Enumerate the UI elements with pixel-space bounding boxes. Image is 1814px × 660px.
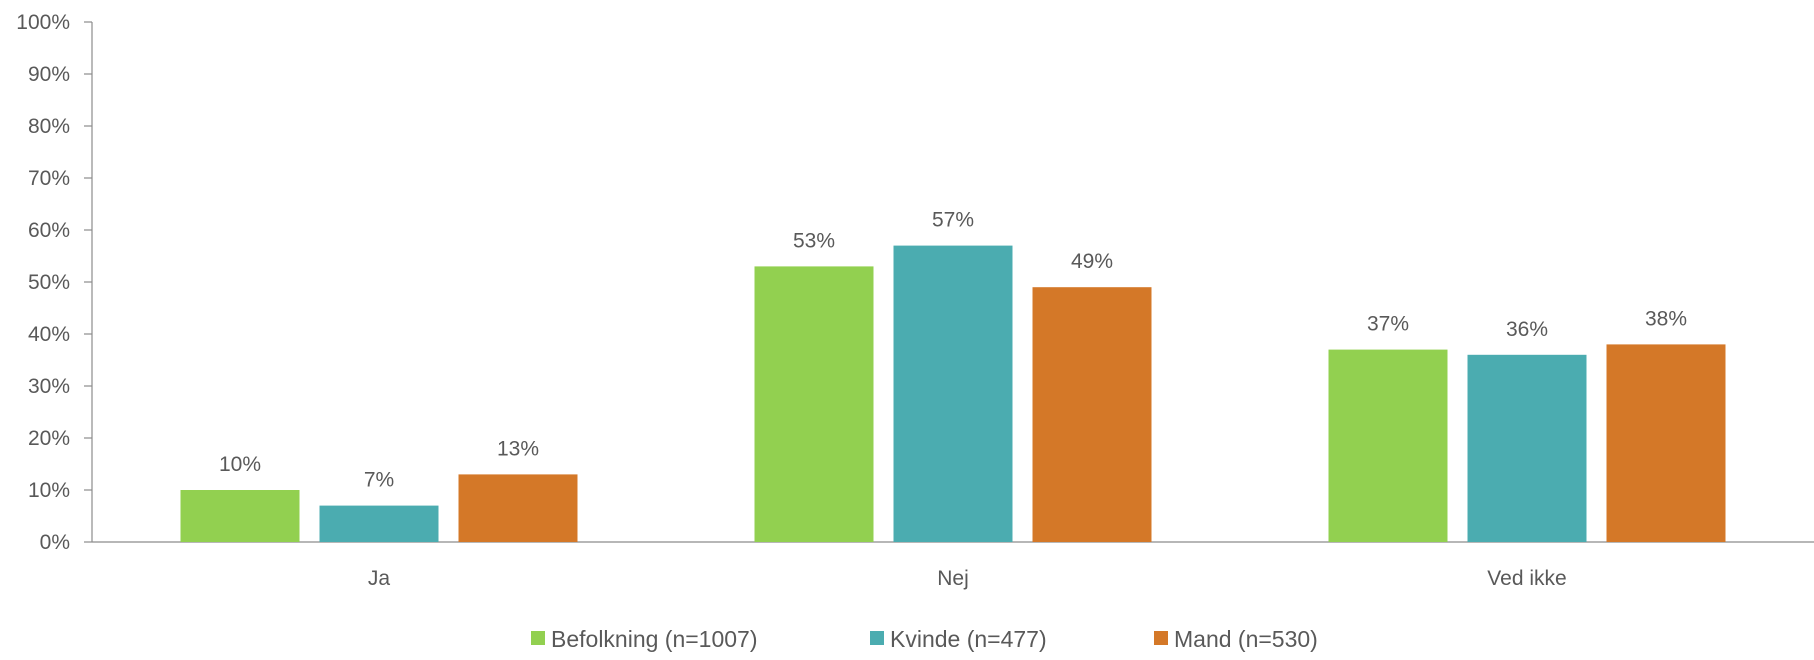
bar [1032, 287, 1152, 542]
y-tick-label: 100% [16, 11, 70, 34]
legend-swatch [1154, 631, 1168, 645]
y-tick-label: 60% [28, 219, 70, 242]
data-label: 53% [793, 229, 835, 252]
bar [1328, 349, 1448, 542]
bar [319, 505, 439, 542]
data-label: 57% [932, 209, 974, 232]
bar [180, 490, 300, 542]
data-label: 36% [1506, 318, 1548, 341]
category-label: Ved ikke [1487, 567, 1566, 590]
data-labels: 10% 7% 13% 53% 57% 49% 37% 36% 38% [219, 209, 1687, 492]
y-tick-label: 90% [28, 63, 70, 86]
data-label: 7% [364, 469, 394, 492]
legend-swatch [531, 631, 545, 645]
category-label: Nej [937, 567, 969, 590]
legend-label: Befolkning (n=1007) [551, 626, 758, 652]
y-tick-label: 40% [28, 323, 70, 346]
bars [180, 245, 1726, 542]
bar [1467, 354, 1587, 542]
y-tick-label: 80% [28, 115, 70, 138]
data-label: 49% [1071, 250, 1113, 273]
legend-swatch [870, 631, 884, 645]
x-axis: Ja Nej Ved ikke [92, 541, 1814, 590]
legend-label: Mand (n=530) [1174, 626, 1318, 652]
bar [1606, 344, 1726, 542]
y-tick-label: 50% [28, 271, 70, 294]
data-label: 37% [1367, 313, 1409, 336]
legend: Befolkning (n=1007) Kvinde (n=477) Mand (n… [531, 626, 1318, 652]
y-tick-label: 30% [28, 375, 70, 398]
y-tick-label: 20% [28, 427, 70, 450]
category-label: Ja [368, 567, 391, 590]
bar [893, 245, 1013, 542]
data-label: 13% [497, 437, 539, 460]
bar [458, 474, 578, 542]
data-label: 10% [219, 453, 261, 476]
bar [754, 266, 874, 542]
y-tick-label: 10% [28, 479, 70, 502]
data-label: 38% [1645, 307, 1687, 330]
legend-label: Kvinde (n=477) [890, 626, 1047, 652]
y-tick-label: 70% [28, 167, 70, 190]
y-tick-label: 0% [40, 531, 70, 554]
y-axis: 0% 10% 20% 30% 40% 50% 60% 70% 80% 90% 100% [16, 11, 93, 554]
